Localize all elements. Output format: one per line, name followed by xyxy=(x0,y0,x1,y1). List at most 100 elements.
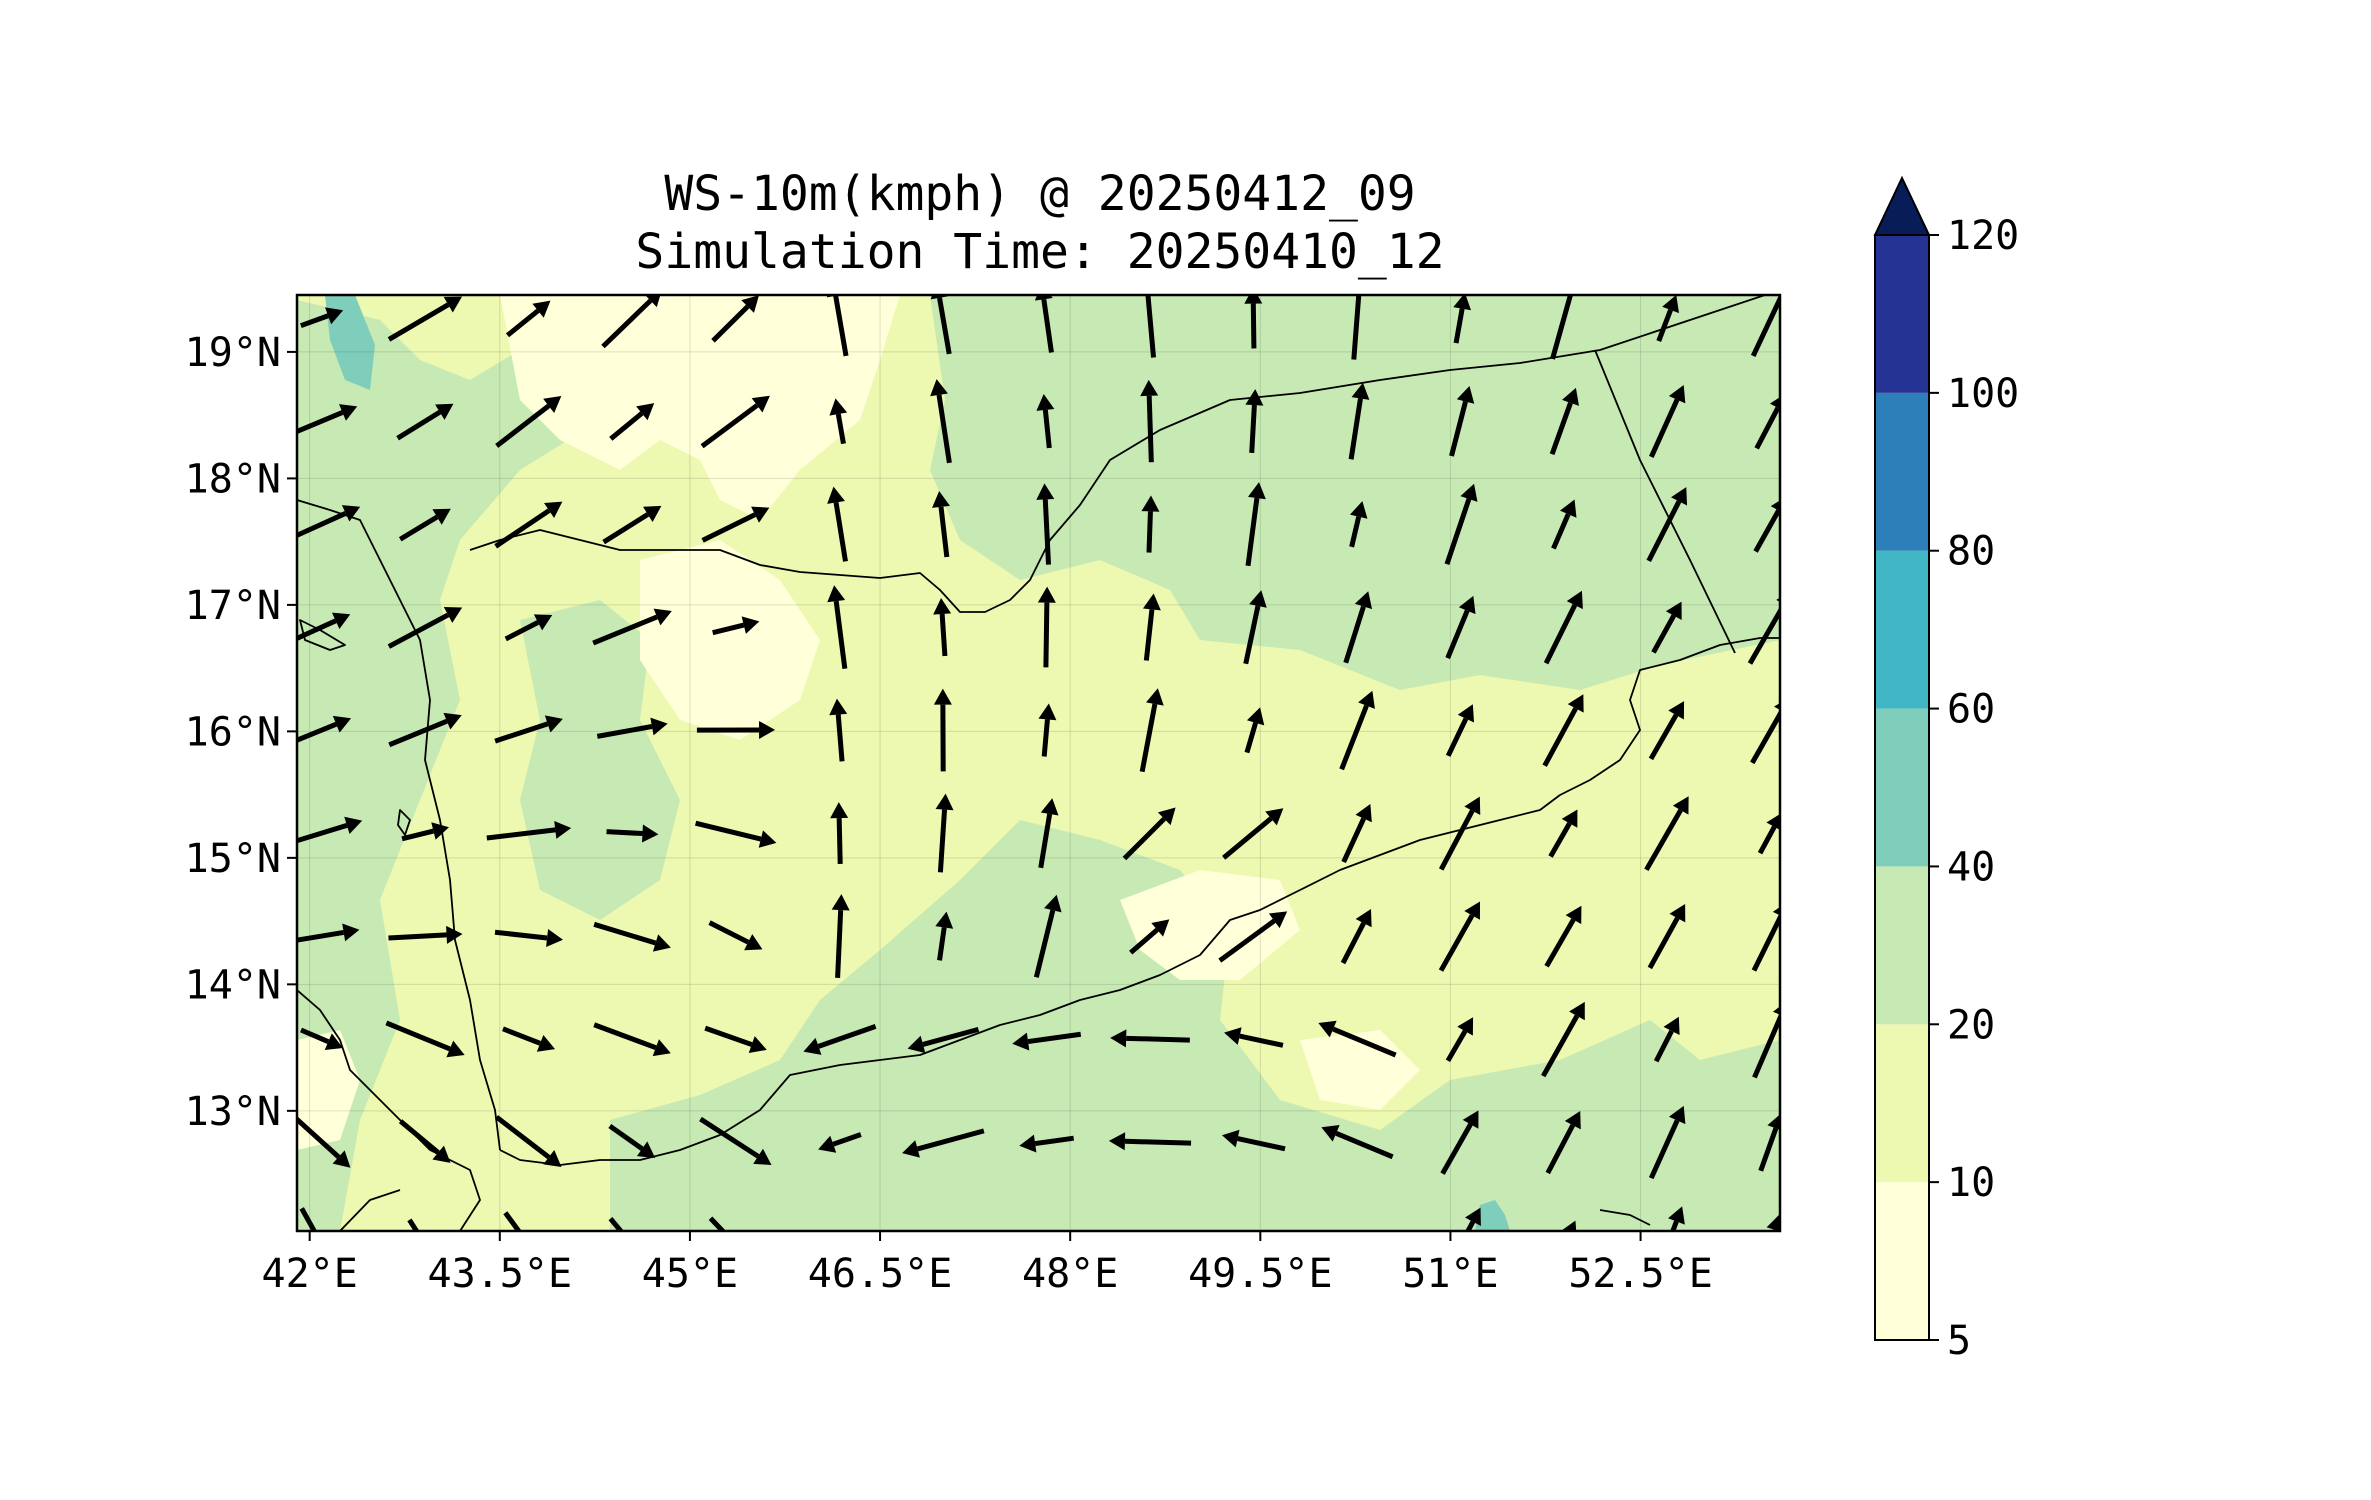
wind-vector-arrow xyxy=(486,820,572,841)
wind-vector-arrow xyxy=(827,585,848,670)
wind-vector-arrow xyxy=(504,614,553,642)
wind-vector-arrow xyxy=(1438,796,1481,871)
wind-vector-arrow xyxy=(708,920,763,951)
x-tick-label: 48°E xyxy=(1022,1251,1118,1297)
colorbar-labels: 5 10 20 40 60 80 100 120 xyxy=(1929,213,2019,1364)
wind-vector-arrow xyxy=(818,1132,862,1153)
wind-vector-arrow xyxy=(387,296,463,342)
wind-vector-arrow xyxy=(593,1022,671,1057)
x-tick-label: 52.5°E xyxy=(1568,1251,1713,1297)
y-axis-ticks: 19°N 18°N 17°N 16°N 15°N 14°N 13°N xyxy=(185,330,297,1135)
colorbar-label: 60 xyxy=(1947,687,1995,733)
wind-vector-arrow xyxy=(1758,1114,1780,1172)
wind-vector-arrow xyxy=(401,822,449,842)
wind-vector-arrow xyxy=(803,1023,877,1055)
wind-vector-arrow xyxy=(1245,389,1264,454)
wind-vector-arrow xyxy=(1351,295,1362,360)
colorbar-frame xyxy=(1874,234,1930,1341)
wind-vector-arrow xyxy=(699,1116,772,1166)
wind-vector-arrow xyxy=(1440,1110,1479,1175)
wind-vector-arrow xyxy=(596,717,668,739)
wind-vector-arrow xyxy=(592,608,672,646)
wind-vector-arrow xyxy=(700,395,770,449)
wind-vector-arrow xyxy=(1648,701,1685,761)
colorbar-label: 80 xyxy=(1947,529,1995,575)
wind-vector-arrow xyxy=(1445,1017,1474,1063)
x-tick-label: 42°E xyxy=(262,1251,358,1297)
wind-vector-arrow xyxy=(1037,586,1056,668)
wind-vector-arrow xyxy=(1644,796,1689,872)
wind-vector-arrow xyxy=(831,894,850,979)
wind-vector-arrow xyxy=(1651,601,1682,654)
y-tick-label: 17°N xyxy=(185,583,281,629)
y-tick-label: 14°N xyxy=(185,962,281,1008)
wind-vector-arrow xyxy=(1649,385,1686,458)
wind-vector-arrow xyxy=(1140,379,1159,463)
border-saudi-yemen xyxy=(469,295,1768,613)
wind-vector-arrow xyxy=(1038,798,1059,869)
wind-speed-contours xyxy=(297,295,1780,1231)
wind-vector-arrow xyxy=(1036,483,1055,565)
wind-vector-arrow xyxy=(502,1026,556,1052)
wind-vector-arrow xyxy=(711,295,760,343)
wind-vector-arrow xyxy=(1218,911,1288,963)
wind-vector-arrow xyxy=(1339,690,1375,771)
wind-vector-arrow xyxy=(1244,295,1263,349)
figure-title-line1: WS-10m(kmph) @ 20250412_09 xyxy=(664,166,1415,222)
colorbar-cell xyxy=(1875,708,1929,867)
wind-vector-arrow xyxy=(1750,702,1780,765)
wind-vector-arrow xyxy=(494,1115,562,1167)
wind-vector-arrow xyxy=(1222,808,1284,860)
wind-vector-arrow xyxy=(299,1207,318,1231)
colorbar-cell xyxy=(1875,1182,1929,1340)
wind-vector-arrow xyxy=(297,923,360,943)
colorbar-label: 40 xyxy=(1947,844,1995,890)
wind-vector-arrow xyxy=(1560,1220,1577,1231)
wind-vector-arrow xyxy=(933,598,952,657)
contour-band-5-10-south xyxy=(1120,870,1300,980)
wind-vector-arrow xyxy=(601,295,661,349)
wind-vector-arrow xyxy=(1245,482,1266,567)
wind-vector-arrow xyxy=(593,921,671,952)
wind-vector-arrow xyxy=(1551,499,1577,550)
wind-vector-arrow xyxy=(1653,1016,1680,1063)
wind-vector-arrow xyxy=(829,698,848,762)
wind-vector-arrow xyxy=(1019,1134,1075,1153)
wind-vector-arrow xyxy=(695,820,777,848)
wind-vector-arrow xyxy=(1751,906,1780,972)
contour-band-5-10-north xyxy=(500,295,900,520)
wind-vector-arrow xyxy=(398,1119,451,1163)
wind-vector-arrow xyxy=(935,911,954,961)
wind-vector-arrow xyxy=(1544,905,1582,968)
coastline-somalia xyxy=(339,1189,401,1231)
wind-vector-arrow xyxy=(495,396,562,448)
wind-vector-arrow xyxy=(933,688,952,772)
wind-vector-arrow xyxy=(930,379,952,464)
wind-vector-arrow xyxy=(1646,487,1688,562)
wind-vector-arrow xyxy=(704,1025,767,1054)
wind-vector-arrow xyxy=(1548,809,1578,858)
wind-vector-arrow xyxy=(1542,694,1584,767)
wind-vector-arrow xyxy=(1349,501,1368,548)
wind-vector-arrow xyxy=(297,404,358,435)
wind-vector-arrow xyxy=(1243,590,1267,665)
wind-vector-arrow xyxy=(385,1020,465,1058)
wind-vector-arrow xyxy=(494,929,563,947)
colorbar-cells xyxy=(1875,235,1929,1340)
contour-band-40-60-south xyxy=(1475,1200,1510,1231)
coastline-red-sea xyxy=(297,499,501,1151)
wind-vector-arrow xyxy=(297,715,352,743)
wind-vector-arrow xyxy=(827,486,848,562)
x-tick-label: 46.5°E xyxy=(808,1251,953,1297)
colorbar-extend-triangle xyxy=(1873,175,1931,236)
wind-vector-arrow xyxy=(1750,295,1780,358)
wind-vector-arrow xyxy=(1757,813,1780,855)
wind-vector-arrow xyxy=(712,616,760,636)
x-axis-ticks: 42°E 43.5°E 45°E 46.5°E 48°E 49.5°E 51°E 52.5°E xyxy=(262,1231,1713,1297)
wind-vector-arrow xyxy=(1445,595,1476,660)
wind-vector-arrow xyxy=(1340,908,1372,965)
contour-band-40-60-north xyxy=(325,295,375,390)
wind-vector-arrow xyxy=(494,501,563,549)
wind-vector-arrow xyxy=(300,1027,343,1050)
